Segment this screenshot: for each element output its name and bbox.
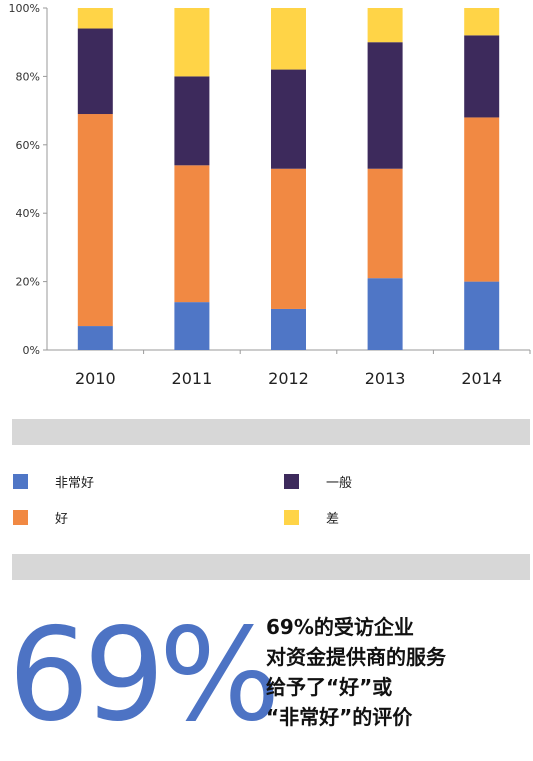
x-tick-label-2012: 2012 — [268, 369, 309, 388]
caption-line-4: “非常好”的评价 — [266, 705, 413, 729]
bar-segment-2014-series-3 — [464, 8, 500, 36]
caption-line-3: 给予了“好”或 — [266, 675, 393, 699]
bar-segment-2011-series-3 — [174, 8, 210, 77]
bar-segment-2013-series-2 — [367, 42, 403, 169]
legend-label-good: 好 — [55, 511, 69, 527]
bar-segment-2010-series-2 — [77, 28, 113, 115]
bar-segment-2010-series-3 — [77, 8, 113, 29]
separator-band-top — [12, 419, 530, 445]
bar-segment-2012-series-0 — [271, 308, 306, 350]
y-tick-label: 20% — [16, 276, 40, 289]
legend-item-average: 一般 — [284, 472, 353, 491]
y-tick-label: 100% — [9, 2, 40, 15]
bar-segment-2011-series-1 — [174, 165, 210, 303]
bar-segment-2010-series-0 — [77, 326, 113, 350]
bar-segment-2014-series-0 — [464, 281, 500, 350]
legend-label-very-good: 非常好 — [55, 475, 95, 491]
bar-segment-2012-series-1 — [271, 168, 306, 309]
bar-segment-2013-series-0 — [367, 278, 403, 350]
bar-segment-2012-series-3 — [271, 8, 306, 70]
separator-band-bottom — [12, 554, 530, 580]
bar-segment-2013-series-3 — [367, 8, 403, 43]
x-tick-label-2014: 2014 — [461, 369, 502, 388]
bar-segment-2011-series-0 — [174, 302, 210, 350]
legend-item-very-good: 非常好 — [13, 472, 95, 491]
bar-segment-2013-series-1 — [367, 168, 403, 279]
y-tick-label: 40% — [16, 207, 40, 220]
bar-segment-2010-series-1 — [77, 114, 113, 327]
legend-item-good: 好 — [13, 508, 69, 527]
y-tick-label: 80% — [16, 70, 40, 83]
bar-segment-2014-series-2 — [464, 35, 500, 118]
bar-segment-2011-series-2 — [174, 76, 210, 166]
y-tick-label: 0% — [23, 344, 40, 357]
legend-swatch-good — [13, 509, 28, 525]
y-tick-label: 60% — [16, 139, 40, 152]
legend-item-poor: 差 — [284, 508, 340, 527]
legend-swatch-very-good — [13, 473, 28, 489]
bar-segment-2012-series-2 — [271, 69, 306, 169]
legend-label-poor: 差 — [326, 511, 340, 527]
highlight-percentage: 69% — [8, 601, 280, 750]
x-tick-label-2010: 2010 — [75, 369, 116, 388]
highlight-caption: 69%的受访企业 对资金提供商的服务 给予了“好”或 “非常好”的评价 — [266, 612, 528, 732]
caption-line-2: 对资金提供商的服务 — [266, 645, 446, 669]
caption-line-1: 69%的受访企业 — [266, 615, 414, 639]
legend-label-average: 一般 — [326, 475, 353, 491]
bar-segment-2014-series-1 — [464, 117, 500, 282]
legend-swatch-poor — [284, 509, 299, 525]
legend-swatch-average — [284, 473, 299, 489]
x-tick-label-2011: 2011 — [172, 369, 213, 388]
stacked-bar-chart: 0% 20% 40% 60% 80% 100% 2010 2011 2012 2013 2014 — [9, 2, 531, 388]
x-tick-label-2013: 2013 — [365, 369, 406, 388]
